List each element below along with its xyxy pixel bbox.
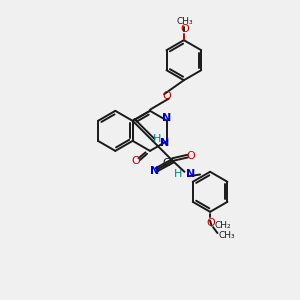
Text: C: C (162, 158, 170, 168)
Text: H: H (153, 134, 162, 143)
Text: N: N (160, 138, 169, 148)
Text: N: N (186, 169, 195, 179)
Text: N: N (162, 113, 171, 123)
Text: O: O (162, 91, 171, 101)
Text: H: H (173, 169, 182, 179)
Text: CH₂: CH₂ (214, 221, 231, 230)
Text: O: O (187, 152, 195, 161)
Text: CH₃: CH₃ (219, 231, 236, 240)
Text: CH₃: CH₃ (176, 17, 193, 26)
Text: O: O (132, 156, 140, 166)
Text: O: O (180, 24, 189, 34)
Text: O: O (206, 218, 215, 228)
Text: N: N (149, 166, 159, 176)
